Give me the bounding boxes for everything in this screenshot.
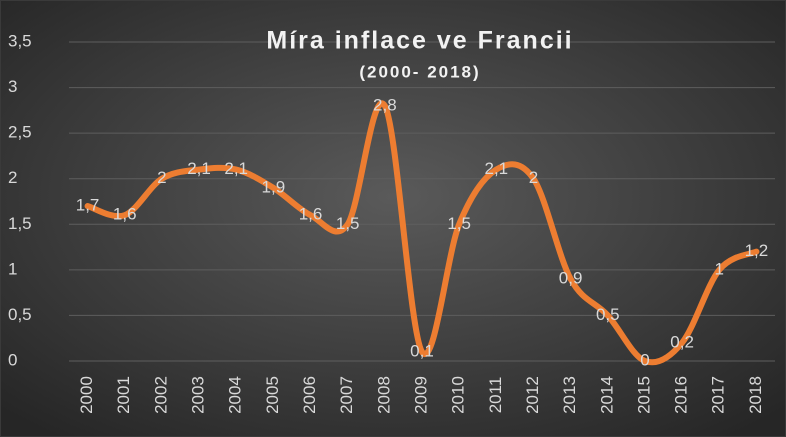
data-label: 0,1 [410, 341, 434, 360]
x-tick-label: 2009 [411, 376, 430, 414]
x-tick-label: 2014 [597, 376, 616, 414]
data-label: 0,9 [559, 268, 583, 287]
x-tick-label: 2013 [560, 376, 579, 414]
x-tick-label: 2008 [374, 376, 393, 414]
x-tick-label: 2007 [337, 376, 356, 414]
plot: 1,7 1,6 2 2,1 2,1 1,9 1,6 1,5 2,8 0,1 1,5 2,1 2 0,9 0,… [76, 95, 768, 369]
chart-title: Míra inflace ve Francii [266, 27, 573, 55]
data-label: 1,6 [113, 205, 137, 224]
data-label: 1,5 [336, 214, 360, 233]
y-tick-label: 1,5 [8, 214, 32, 233]
data-label: 2,1 [484, 159, 508, 178]
data-label: 1 [715, 259, 724, 278]
x-tick-label: 2018 [746, 376, 765, 414]
y-tick-label: 3,5 [8, 31, 32, 50]
data-label: 1,7 [76, 196, 100, 215]
x-tick-label: 2003 [189, 376, 208, 414]
x-tick-label: 2016 [672, 376, 691, 414]
data-label: 0,2 [670, 332, 694, 351]
x-tick-label: 2004 [226, 376, 245, 414]
x-tick-label: 2015 [634, 376, 653, 414]
data-label: 2,8 [373, 95, 397, 114]
data-label: 2 [529, 168, 538, 187]
x-tick-label: 2005 [263, 376, 282, 414]
y-tick-label: 1 [8, 259, 17, 278]
x-tick-label: 2012 [523, 376, 542, 414]
y-tick-label: 0,5 [8, 305, 32, 324]
data-label: 1,5 [447, 214, 471, 233]
data-label: 1,2 [745, 241, 769, 260]
data-label: 2,1 [224, 159, 248, 178]
chart-subtitle: (2000- 2018) [359, 62, 480, 81]
data-label: 2,1 [187, 159, 211, 178]
y-tick-label: 3 [8, 77, 17, 96]
y-tick-label: 2,5 [8, 123, 32, 142]
line [84, 100, 760, 366]
data-label: 0 [640, 350, 649, 369]
x-tick-label: 2002 [151, 376, 170, 414]
x-tick-label: 2001 [114, 376, 133, 414]
data-label: 1,6 [299, 205, 323, 224]
data-label: 2 [157, 168, 166, 187]
x-tick-label: 2010 [449, 376, 468, 414]
x-tick-label: 2006 [300, 376, 319, 414]
data-label: 0,5 [596, 305, 620, 324]
data-label: 1,9 [262, 177, 286, 196]
x-tick-label: 2017 [709, 376, 728, 414]
y-tick-label: 0 [8, 350, 17, 369]
y-tick-label: 2 [8, 168, 17, 187]
x-tick-label: 2011 [486, 377, 505, 414]
x-tick-label: 2000 [77, 376, 96, 414]
